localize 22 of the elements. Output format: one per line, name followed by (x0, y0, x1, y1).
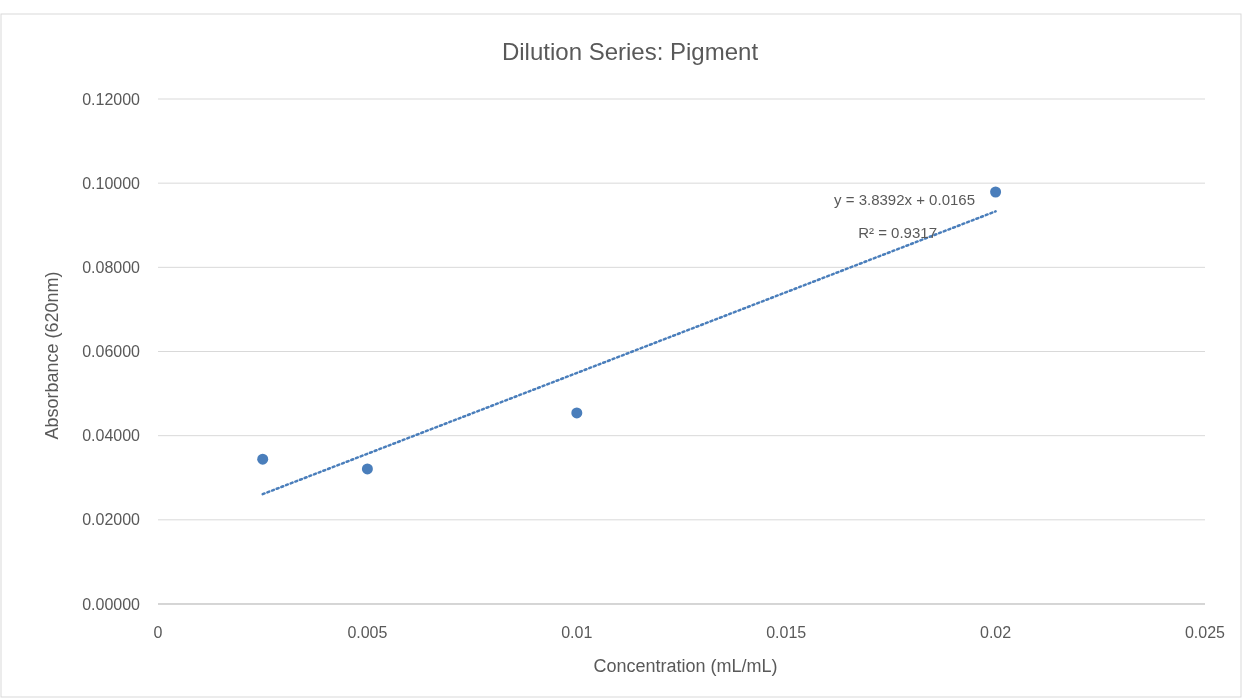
x-tick-label: 0.02 (980, 624, 1012, 641)
x-tick-label: 0.015 (766, 624, 807, 641)
y-tick-label: 0.10000 (82, 174, 141, 192)
y-tick-label: 0.02000 (82, 511, 141, 529)
y-tick-label: 0.06000 (82, 343, 141, 361)
point (361, 463, 373, 475)
point (257, 453, 269, 465)
annotation: y = 3.8392x + 0.0165 (834, 191, 975, 209)
x-tick-label: 0.01 (561, 624, 593, 641)
point (571, 407, 583, 419)
y-tick-label: 0.08000 (82, 258, 141, 276)
x-tick-label: 0.025 (1184, 624, 1226, 641)
annotation: R² = 0.9317 (858, 224, 937, 242)
x-tick-label: 0 (153, 624, 163, 641)
point (990, 186, 1002, 198)
x-axis-title: Concentration (mL/mL) (593, 656, 778, 676)
y-tick-label: 0.00000 (82, 595, 141, 613)
x-tick-label: 0.005 (347, 624, 388, 641)
y-tick-label: 0.04000 (82, 427, 141, 445)
y-axis-title: Absorbance (620nm) (42, 271, 62, 440)
chart-title: Dilution Series: Pigment (501, 38, 759, 65)
y-tick-label: 0.12000 (82, 90, 141, 108)
